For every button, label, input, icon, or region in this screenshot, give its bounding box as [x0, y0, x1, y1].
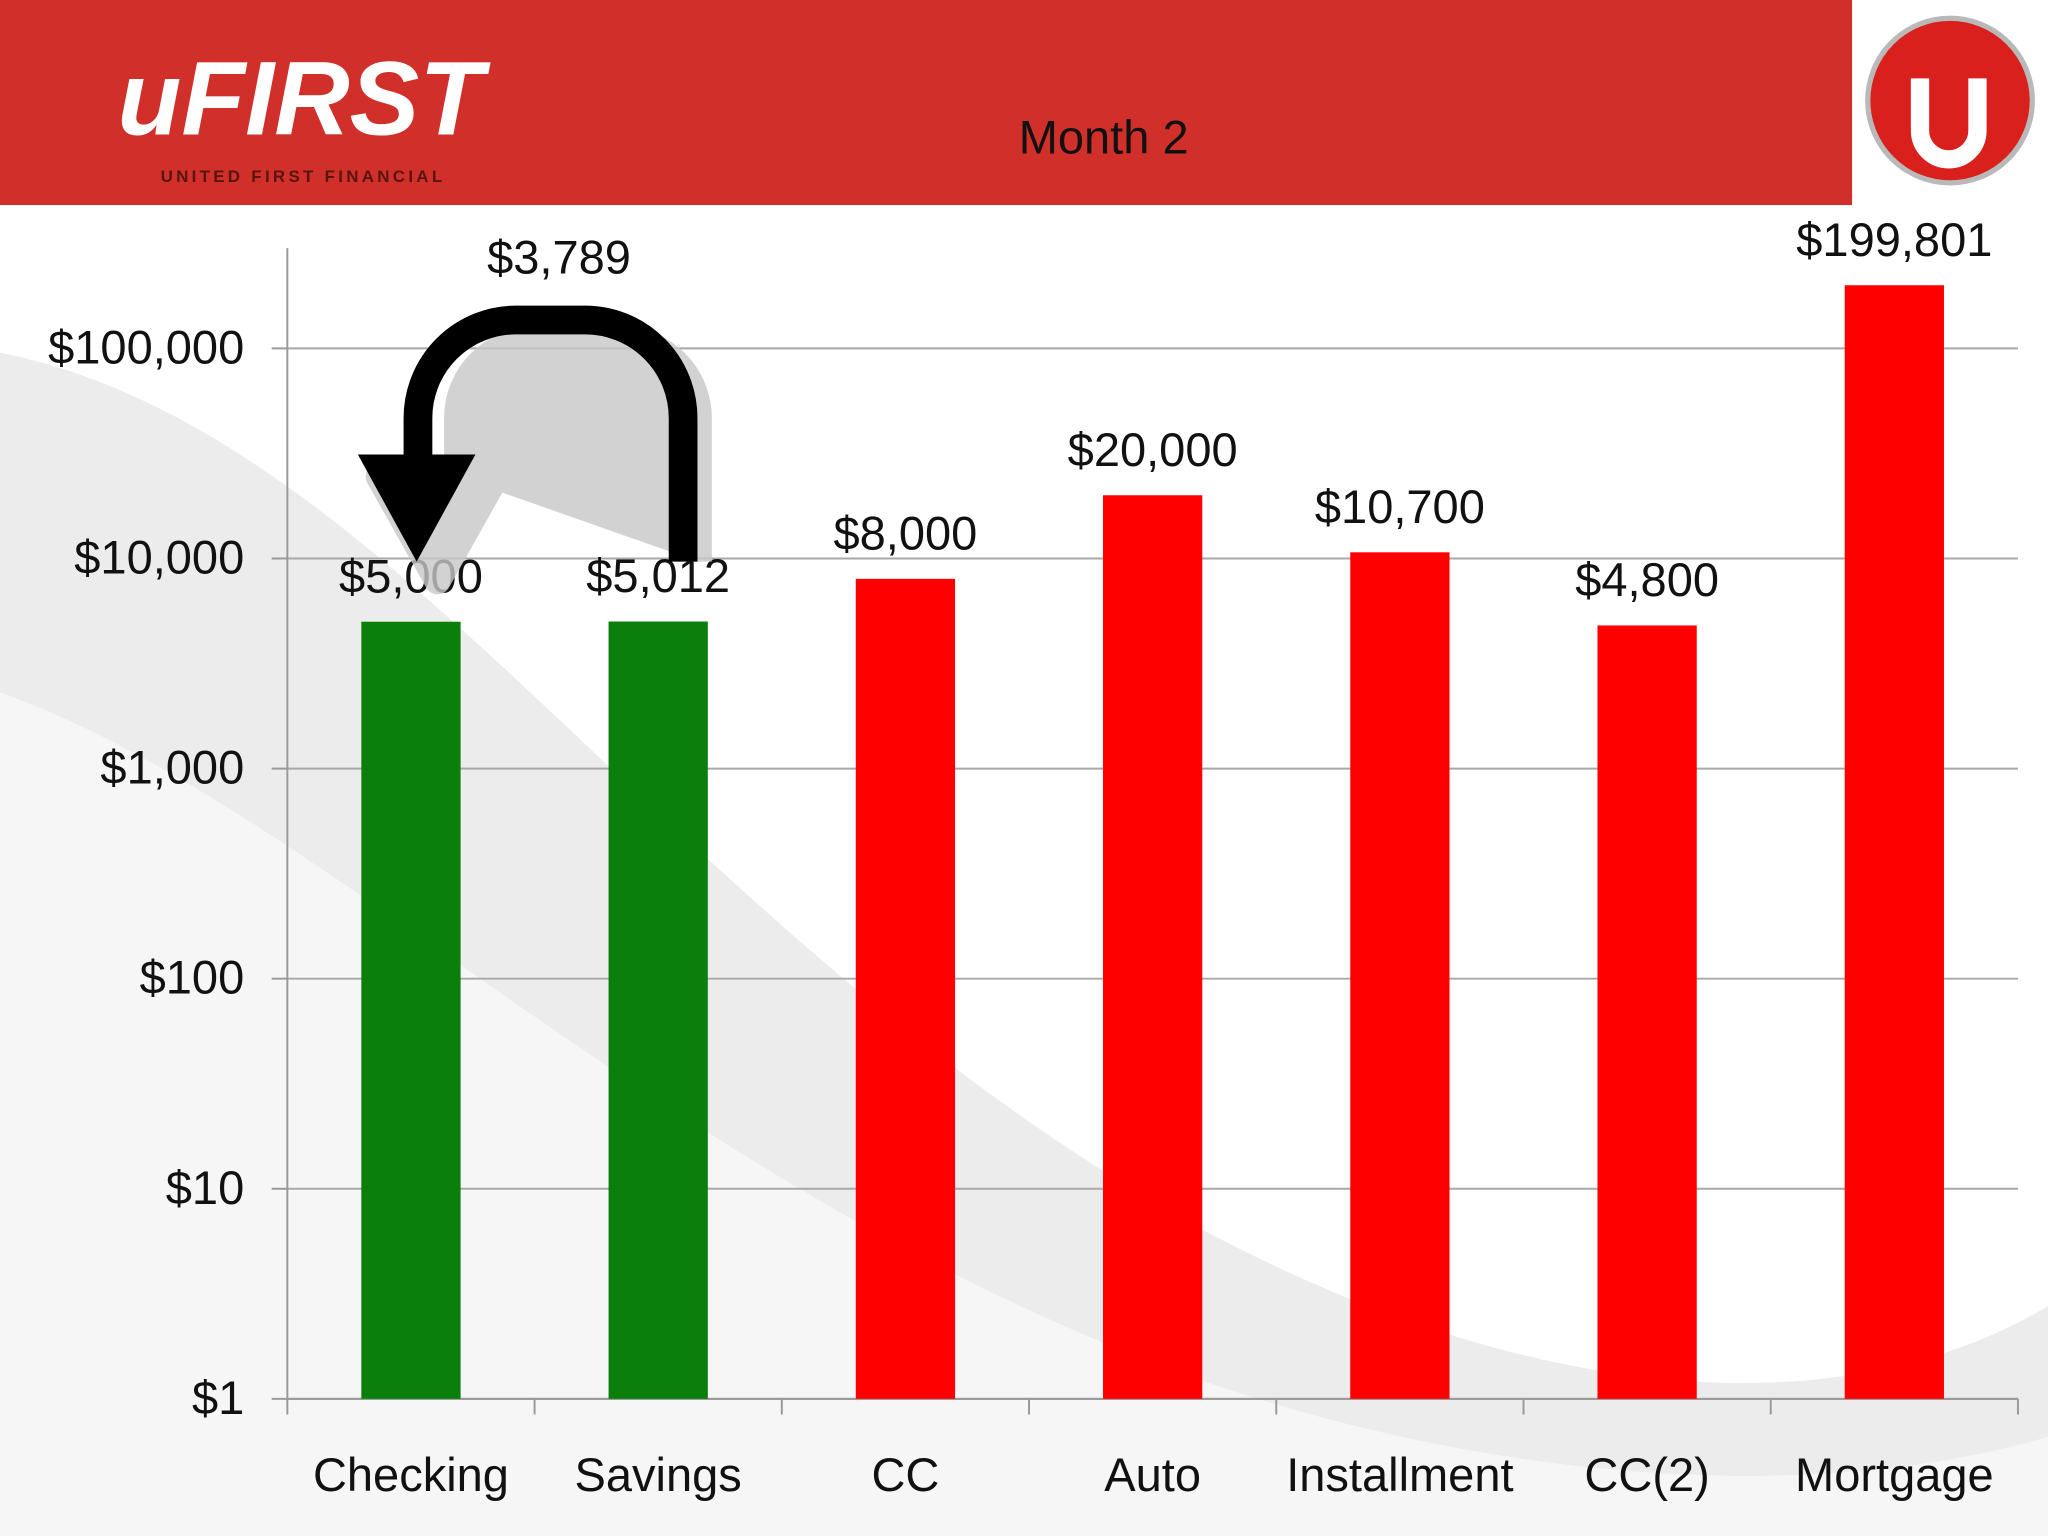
y-tick-label: $1,000 [100, 741, 244, 794]
bar [1103, 495, 1203, 1399]
value-label: $10,700 [1315, 480, 1485, 533]
transfer-arrow [403, 305, 698, 562]
y-tick-label: $1 [192, 1371, 244, 1424]
y-tick-label: $10,000 [74, 531, 244, 584]
bar [1350, 552, 1450, 1399]
x-tick-label: Auto [1104, 1448, 1201, 1501]
x-tick-label: CC [871, 1448, 939, 1501]
value-label: $199,801 [1796, 213, 1992, 266]
annotation: $3,789 [487, 231, 631, 284]
bar [855, 578, 956, 1399]
y-tick-label: $100 [140, 951, 245, 1004]
chart-title: Month 2 [1019, 110, 1189, 163]
x-tick-label: Savings [575, 1448, 742, 1501]
value-label: $20,000 [1068, 423, 1238, 476]
x-tick-label: Checking [313, 1448, 509, 1501]
value-label: $8,000 [834, 506, 978, 559]
x-tick-label: CC(2) [1584, 1448, 1709, 1501]
logo-badge-glyph [1910, 78, 1987, 169]
logo-subtitle: UNITED FIRST FINANCIAL [161, 167, 446, 186]
x-tick-label: Mortgage [1795, 1448, 1994, 1501]
x-tick-label: Installment [1286, 1448, 1513, 1501]
value-label: $4,800 [1575, 553, 1719, 606]
bar [1844, 285, 1944, 1399]
logo-badge [1865, 15, 2035, 186]
logo-text: uFIRST [118, 41, 492, 158]
bar [361, 621, 461, 1399]
y-tick-label: $10 [166, 1161, 244, 1214]
plot: $1$10$100$1,000$10,000$100,000Checking$5… [48, 213, 2019, 1501]
background-swoosh [0, 692, 2048, 1536]
header-band [0, 0, 1853, 206]
bar [1597, 625, 1697, 1399]
transfer-arrowhead [357, 454, 476, 562]
y-tick-label: $100,000 [48, 320, 244, 373]
bar [608, 621, 708, 1399]
